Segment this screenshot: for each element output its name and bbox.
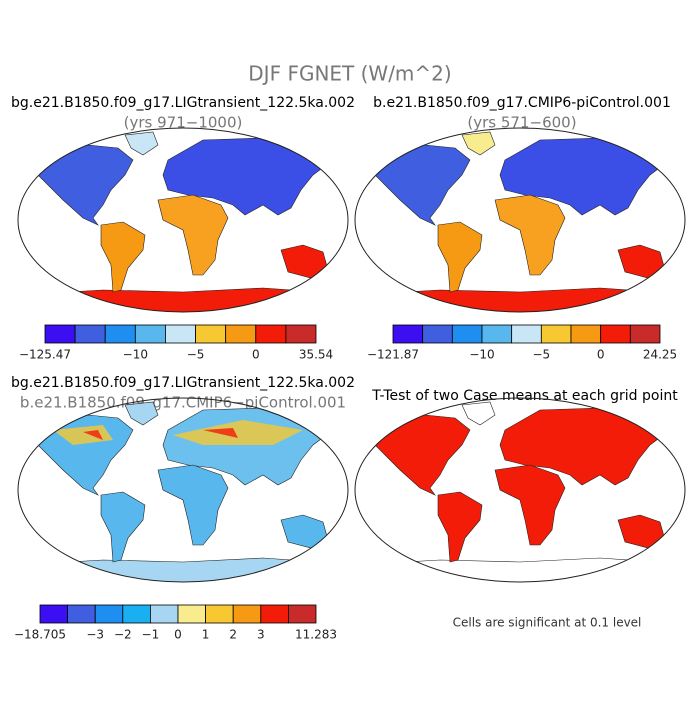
map	[354, 127, 686, 313]
colorbar-label: 35.54	[299, 348, 333, 362]
colorbar-box	[122, 604, 151, 624]
colorbar-label: −2	[114, 628, 132, 642]
colorbar-label: 0	[252, 348, 260, 362]
colorbar-box	[225, 324, 257, 344]
colorbar-box	[44, 324, 76, 344]
colorbar-box	[149, 604, 179, 624]
map	[354, 397, 686, 583]
colorbar-label: 2	[229, 628, 237, 642]
panel-subtitle: (yrs 571−600)	[467, 114, 576, 132]
colorbar-box	[481, 324, 513, 344]
colorbar-label: −3	[86, 628, 104, 642]
colorbar-box	[629, 324, 661, 344]
colorbar-box	[287, 604, 317, 624]
colorbar-box	[392, 324, 424, 344]
panel-title: T-Test of two Case means at each grid po…	[371, 388, 678, 404]
colorbar-box	[540, 324, 572, 344]
panel-title: bg.e21.B1850.f09_g17.LIGtransient_122.5k…	[11, 375, 355, 391]
panel-subtitle: (yrs 971−1000)	[124, 114, 243, 132]
colorbar-label: −5	[187, 348, 205, 362]
colorbar-box	[255, 324, 287, 344]
panel-title: b.e21.B1850.f09_g17.CMIP6-piControl.001	[373, 95, 671, 111]
colorbar-label: 3	[257, 628, 265, 642]
panel-title: bg.e21.B1850.f09_g17.LIGtransient_122.5k…	[11, 95, 355, 111]
colorbar-box	[451, 324, 483, 344]
colorbar-box	[511, 324, 542, 344]
colorbar-box	[39, 604, 69, 624]
colorbar-box	[260, 604, 289, 624]
map	[17, 127, 349, 313]
colorbar-box	[422, 324, 453, 344]
colorbar-label: 24.25	[643, 348, 677, 362]
colorbar-label: −125.47	[19, 348, 71, 362]
colorbar-box	[195, 324, 227, 344]
colorbar-box	[94, 604, 124, 624]
colorbar-box	[600, 324, 631, 344]
panel-note: Cells are significant at 0.1 level	[453, 616, 642, 630]
colorbar-label: 11.283	[295, 628, 337, 642]
colorbar-label: 0	[597, 348, 605, 362]
colorbar-box	[285, 324, 317, 344]
colorbar-box	[134, 324, 166, 344]
colorbar-box	[104, 324, 136, 344]
colorbar-label: −5	[532, 348, 550, 362]
colorbar-box	[205, 604, 234, 624]
colorbar-box	[232, 604, 262, 624]
map	[17, 397, 349, 583]
colorbar-box	[74, 324, 106, 344]
figure-title: DJF FGNET (W/m^2)	[248, 62, 451, 86]
colorbar-box	[165, 324, 196, 344]
colorbar-label: 0	[174, 628, 182, 642]
colorbar-box	[67, 604, 96, 624]
colorbar-box	[570, 324, 602, 344]
colorbar-label: −10	[123, 348, 148, 362]
colorbar-label: −10	[469, 348, 494, 362]
colorbar-box	[177, 604, 207, 624]
colorbar-label: −1	[142, 628, 160, 642]
panel-subtitle: b.e21.B1850.f09_g17.CMIP6−piControl.001	[20, 394, 346, 413]
colorbar-label: −18.705	[14, 628, 66, 642]
colorbar-label: −121.87	[367, 348, 419, 362]
colorbar-label: 1	[202, 628, 210, 642]
